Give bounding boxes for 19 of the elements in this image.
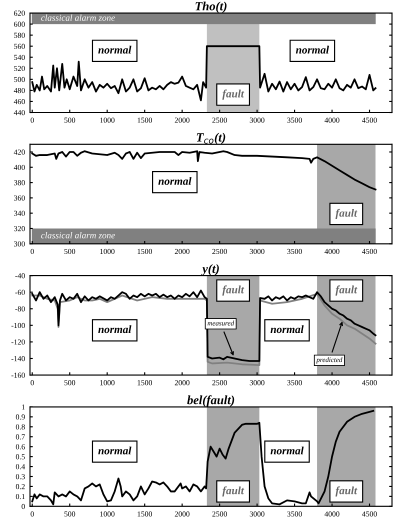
annotation: normal — [270, 325, 304, 334]
band-label: fault — [222, 285, 244, 296]
band-label: fault — [335, 285, 358, 296]
annotation: normal — [98, 446, 132, 454]
band-label: fault — [335, 486, 358, 497]
band-label: fault — [222, 486, 244, 497]
chart-title: Tho(t) — [196, 2, 227, 13]
chart-title: y(t) — [201, 264, 219, 276]
band-label: classical alarm zone — [41, 232, 115, 238]
annotation: normal — [270, 446, 304, 454]
annotation: normal — [98, 325, 132, 334]
band-label: fault — [335, 208, 358, 220]
annotation: normal — [158, 177, 192, 185]
annotation: normal — [296, 46, 330, 54]
chart-title: T$_{co}$(t) — [196, 132, 226, 144]
chart-title: bel(fault) — [187, 395, 234, 407]
annotation: normal — [98, 46, 132, 54]
band-label: fault — [222, 90, 244, 100]
band-label: classical alarm zone — [41, 14, 115, 21]
